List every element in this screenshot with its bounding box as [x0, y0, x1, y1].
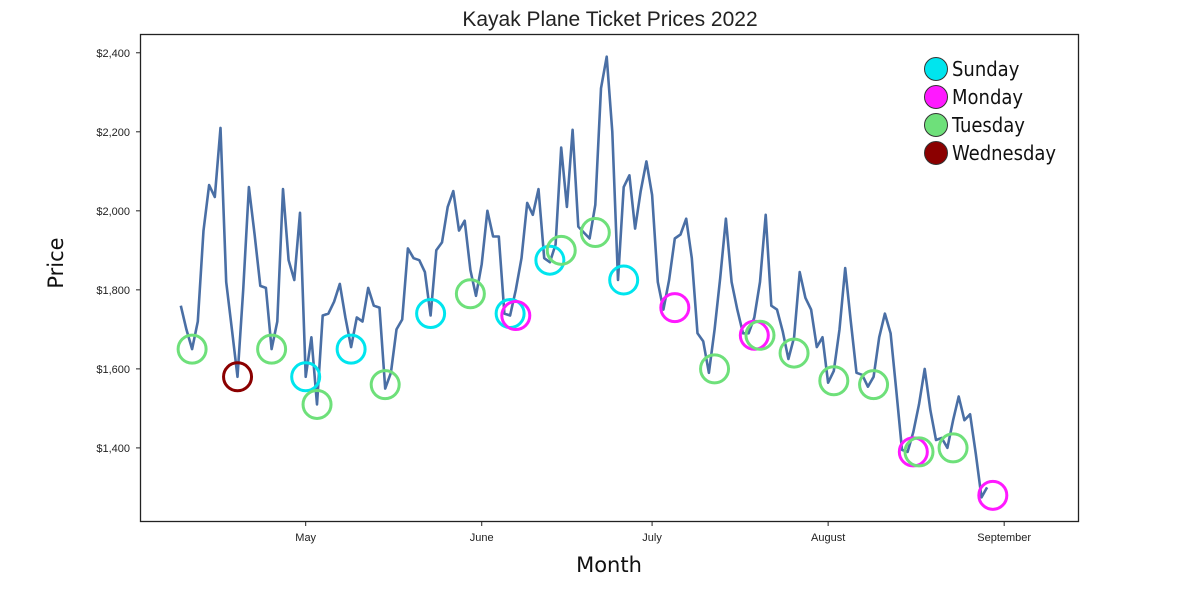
legend-label-wednesday: Wednesday	[952, 141, 1056, 165]
marker-monday	[977, 479, 1009, 511]
x-tick-label: June	[470, 532, 494, 544]
marker-sunday	[608, 264, 640, 296]
legend: Sunday Monday Tuesday Wednesday	[924, 57, 1056, 165]
y-tick-label: $2,400	[96, 48, 130, 60]
legend-swatch-monday	[924, 85, 948, 109]
marker-tuesday	[176, 333, 208, 365]
legend-swatch-wednesday	[924, 141, 948, 165]
marker-tuesday	[301, 388, 333, 420]
x-tick-label: July	[642, 532, 662, 544]
marker-tuesday	[579, 217, 611, 249]
marker-sunday	[534, 244, 566, 276]
legend-swatch-sunday	[924, 57, 948, 81]
marker-tuesday	[699, 353, 731, 385]
y-axis-label: Price	[44, 237, 68, 288]
x-tick-label: September	[977, 532, 1031, 544]
weekday-markers	[176, 217, 1009, 511]
marker-monday	[500, 300, 532, 332]
y-tick-label: $1,800	[96, 285, 130, 297]
x-tick-label: August	[811, 532, 845, 544]
y-tick-label: $1,400	[96, 443, 130, 455]
y-tick-label: $2,000	[96, 206, 130, 218]
plot-area-frame	[139, 33, 1080, 523]
price-series-line	[179, 55, 989, 499]
y-axis: $1,400 $1,600 $1,800 $2,000 $2,200 $2,400	[96, 48, 141, 455]
marker-wednesday	[222, 361, 254, 393]
y-tick-label: $2,200	[96, 127, 130, 139]
marker-tuesday	[454, 278, 486, 310]
legend-label-sunday: Sunday	[952, 57, 1020, 81]
marker-sunday	[415, 298, 447, 330]
marker-tuesday	[744, 319, 776, 351]
marker-sunday	[290, 361, 322, 393]
chart-title: Kayak Plane Ticket Prices 2022	[462, 8, 757, 31]
legend-label-tuesday: Tuesday	[951, 113, 1025, 137]
x-axis: May June July August September	[295, 521, 1031, 544]
marker-tuesday	[778, 337, 810, 369]
marker-sunday	[335, 333, 367, 365]
legend-swatch-tuesday	[924, 113, 948, 137]
x-axis-label: Month	[576, 553, 642, 577]
marker-tuesday	[256, 333, 288, 365]
x-tick-label: May	[295, 532, 316, 544]
legend-label-monday: Monday	[952, 85, 1023, 109]
marker-tuesday	[545, 234, 577, 266]
marker-tuesday	[937, 432, 969, 464]
marker-tuesday	[858, 369, 890, 401]
marker-monday	[659, 292, 691, 324]
marker-tuesday	[818, 365, 850, 397]
marker-tuesday	[903, 436, 935, 468]
marker-tuesday	[369, 369, 401, 401]
y-tick-label: $1,600	[96, 364, 130, 376]
